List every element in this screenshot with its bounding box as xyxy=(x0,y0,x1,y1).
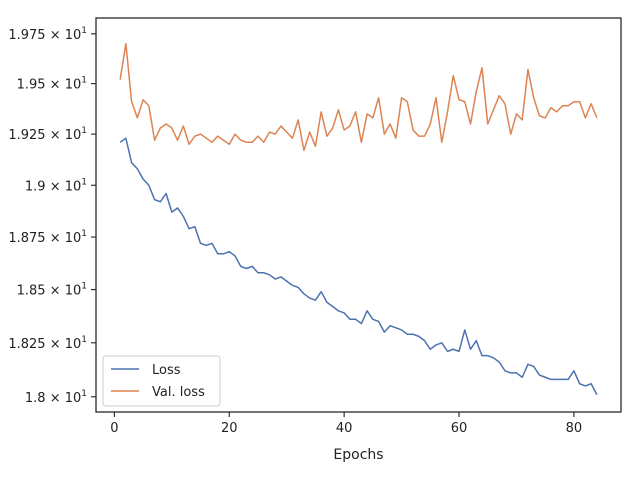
plot-frame xyxy=(95,17,622,413)
series-line-0 xyxy=(119,137,598,395)
series-line-1 xyxy=(119,42,598,152)
x-tick-label: 80 xyxy=(566,421,583,436)
y-tick-label: 1.875 × 101 xyxy=(8,229,87,246)
y-tick-label: 1.825 × 101 xyxy=(8,335,87,352)
y-tick-label: 1.975 × 101 xyxy=(8,26,87,43)
x-axis-label: Epochs xyxy=(333,447,383,463)
x-tick-label: 60 xyxy=(451,421,468,436)
x-tick-label: 40 xyxy=(336,421,353,436)
legend-label-0: Loss xyxy=(152,363,181,378)
y-tick-label: 1.85 × 101 xyxy=(17,282,87,299)
y-tick-label: 1.9 × 101 xyxy=(25,177,87,194)
y-tick-label: 1.8 × 101 xyxy=(25,389,87,406)
y-tick-label: 1.95 × 101 xyxy=(17,76,87,93)
y-tick-label: 1.925 × 101 xyxy=(8,126,87,143)
x-tick-label: 0 xyxy=(110,421,118,436)
y-axis-ticks: 1.8 × 101 1.825 × 101 1.85 × 101 1.875 × 10… xyxy=(8,26,96,406)
x-tick-label: 20 xyxy=(221,421,238,436)
legend-label-1: Val. loss xyxy=(152,385,205,400)
legend: Loss Val. loss xyxy=(102,355,221,407)
x-axis-ticks: 0 20 40 60 80 xyxy=(110,412,582,436)
series-layer xyxy=(119,42,598,395)
